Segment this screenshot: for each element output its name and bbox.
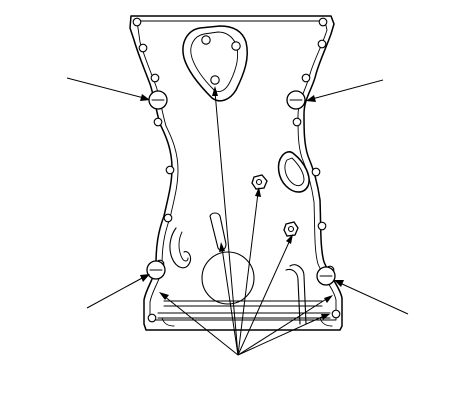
dipstick-tube [285, 264, 307, 325]
left-hook [169, 227, 192, 269]
bottom-flange [157, 300, 333, 327]
callout-bottom-fan [159, 86, 333, 356]
callout-lower-right [334, 280, 409, 315]
sealant-bosses [146, 90, 336, 286]
upper-window [182, 25, 248, 102]
callout-lower-left [86, 274, 150, 309]
center-bosses [251, 174, 299, 237]
right-port [277, 151, 310, 193]
callout-upper-right [306, 79, 384, 102]
callout-upper-left [66, 77, 150, 101]
cover-outline [129, 15, 343, 331]
